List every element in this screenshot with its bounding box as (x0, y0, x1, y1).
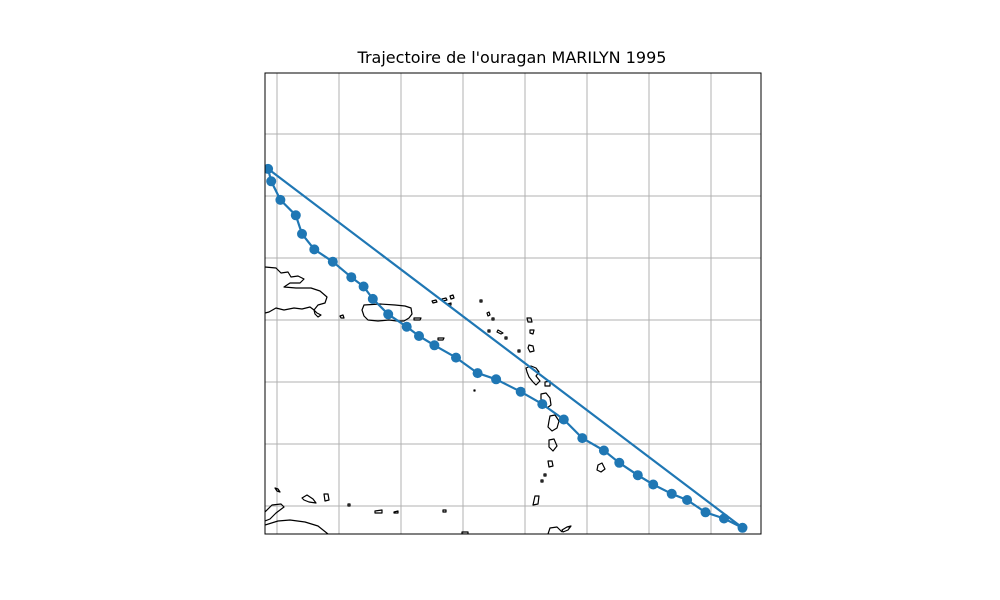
coast-st-kitts-nevis (487, 329, 508, 340)
coast-virgin-islands (431, 294, 455, 306)
chart-title: Trajectoire de l'ouragan MARILYN 1995 (357, 48, 667, 67)
coast-guajira (265, 503, 285, 522)
track-point (682, 495, 693, 505)
coast-puerto-rico (361, 303, 413, 322)
track-point (558, 414, 569, 425)
coast-anguilla (479, 299, 483, 303)
coast-bonaire (323, 493, 330, 502)
track-point (472, 368, 483, 379)
track-point (358, 281, 369, 292)
track-point (598, 445, 609, 456)
coast-montserrat (517, 349, 521, 353)
coast-st-martin (486, 311, 495, 321)
coast-small-islands (347, 389, 476, 534)
coast-barbados (596, 462, 606, 473)
track-point (451, 352, 461, 363)
map-axes (265, 73, 761, 534)
track-point (632, 470, 643, 481)
track-point (290, 210, 301, 221)
coast-antigua-barbuda (526, 317, 535, 335)
track-point (700, 507, 711, 518)
track-point (719, 513, 729, 524)
track-point (577, 433, 588, 444)
coast-curacao (301, 494, 317, 504)
coast-tobago (561, 525, 572, 533)
track-point (666, 488, 677, 499)
axes-frame (264, 72, 762, 535)
track-point (614, 457, 625, 468)
track-point (491, 374, 502, 385)
coast-mona (339, 314, 345, 319)
coast-trinidad (547, 526, 563, 534)
coast-aruba (274, 487, 281, 493)
coast-st-vincent (547, 460, 554, 468)
coast-vieques (413, 317, 422, 321)
track-point (515, 386, 526, 397)
gridlines (265, 73, 761, 534)
track-point (737, 522, 748, 533)
coast-grenada (532, 495, 540, 506)
track-point (429, 340, 440, 351)
track-point (414, 331, 424, 341)
track-point (537, 399, 548, 410)
track-point (367, 293, 378, 304)
coast-st-lucia (548, 438, 558, 452)
coast-venezuela (265, 519, 329, 534)
track-point (265, 163, 274, 174)
track-point (297, 228, 307, 239)
track-point (309, 244, 320, 255)
coastlines (265, 266, 606, 534)
hurricane-track (265, 163, 748, 533)
coast-grenadines (540, 473, 547, 483)
coast-hispaniola (265, 266, 328, 314)
track-point (327, 256, 338, 267)
track-point (266, 176, 277, 187)
track-point (383, 309, 394, 320)
coast-martinique (547, 414, 560, 432)
track-point (275, 194, 286, 205)
coast-hispaniola-tip (313, 309, 322, 318)
coast-st-croix (437, 337, 445, 341)
track-point (346, 272, 357, 283)
track-point (648, 479, 659, 490)
track-point (401, 321, 412, 332)
